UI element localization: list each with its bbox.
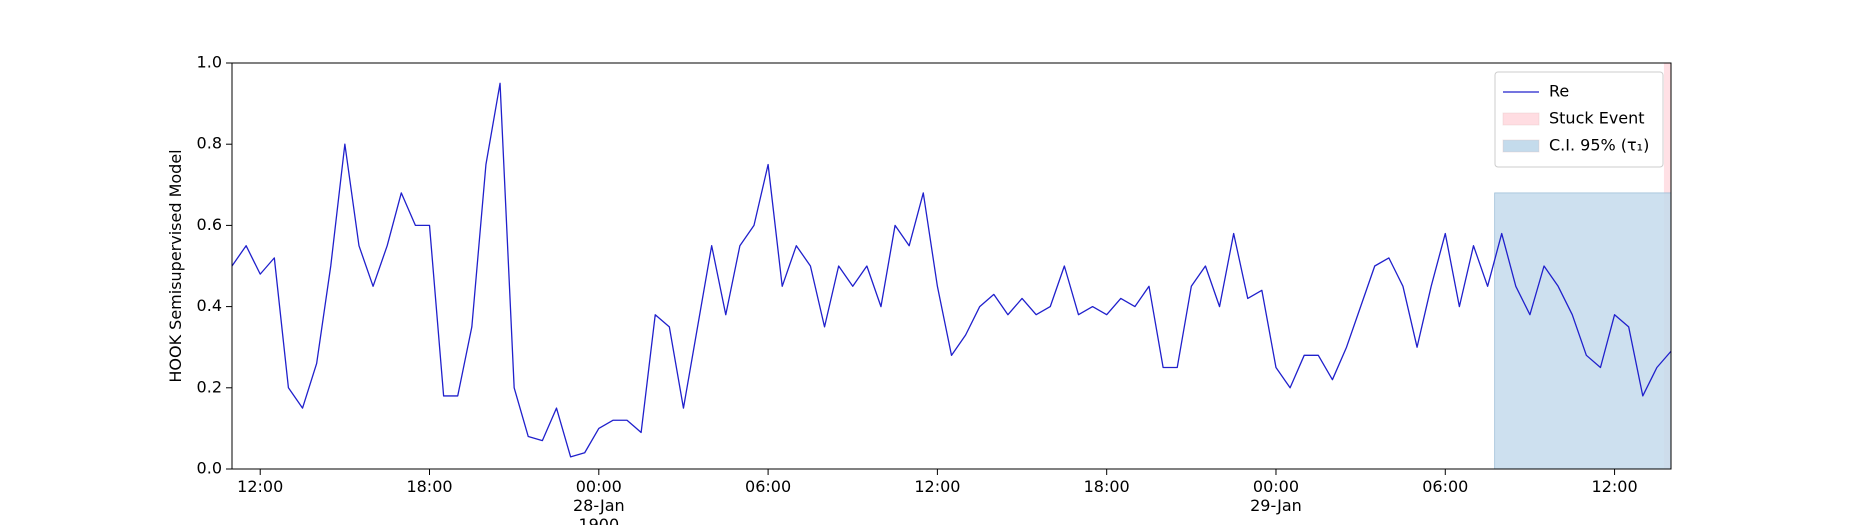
legend-label: C.I. 95% (τ₁): [1549, 136, 1649, 155]
y-axis-label: HOOK Semisupervised Model: [166, 149, 185, 382]
x-tick-label: 00:00 28-Jan 1900: [572, 477, 625, 525]
y-tick-label: 0.8: [197, 134, 222, 153]
x-tick-label: 18:00: [406, 477, 453, 496]
x-tick-label: 06:00: [1422, 477, 1469, 496]
x-tick-label: 06:00: [745, 477, 792, 496]
x-tick-label: 12:00: [1591, 477, 1638, 496]
span: [1494, 192, 1671, 470]
y-tick-label: 0.2: [197, 377, 222, 396]
x-tick-label: 00:00 29-Jan: [1250, 477, 1302, 515]
legend-label: Stuck Event: [1549, 109, 1645, 128]
line: [231, 82, 1672, 458]
y-tick-label: 0.0: [197, 459, 222, 478]
legend-patch: [1502, 112, 1540, 126]
x-tick-label: 12:00: [237, 477, 284, 496]
y-tick-label: 0.6: [197, 215, 222, 234]
y-tick-label: 0.4: [197, 296, 222, 315]
legend-patch: [1502, 139, 1540, 153]
legend-label: Re: [1549, 82, 1569, 101]
x-tick-label: 18:00: [1083, 477, 1130, 496]
x-tick-label: 12:00: [914, 477, 961, 496]
y-tick-label: 1.0: [197, 53, 222, 72]
plot-frame: [231, 62, 1672, 470]
